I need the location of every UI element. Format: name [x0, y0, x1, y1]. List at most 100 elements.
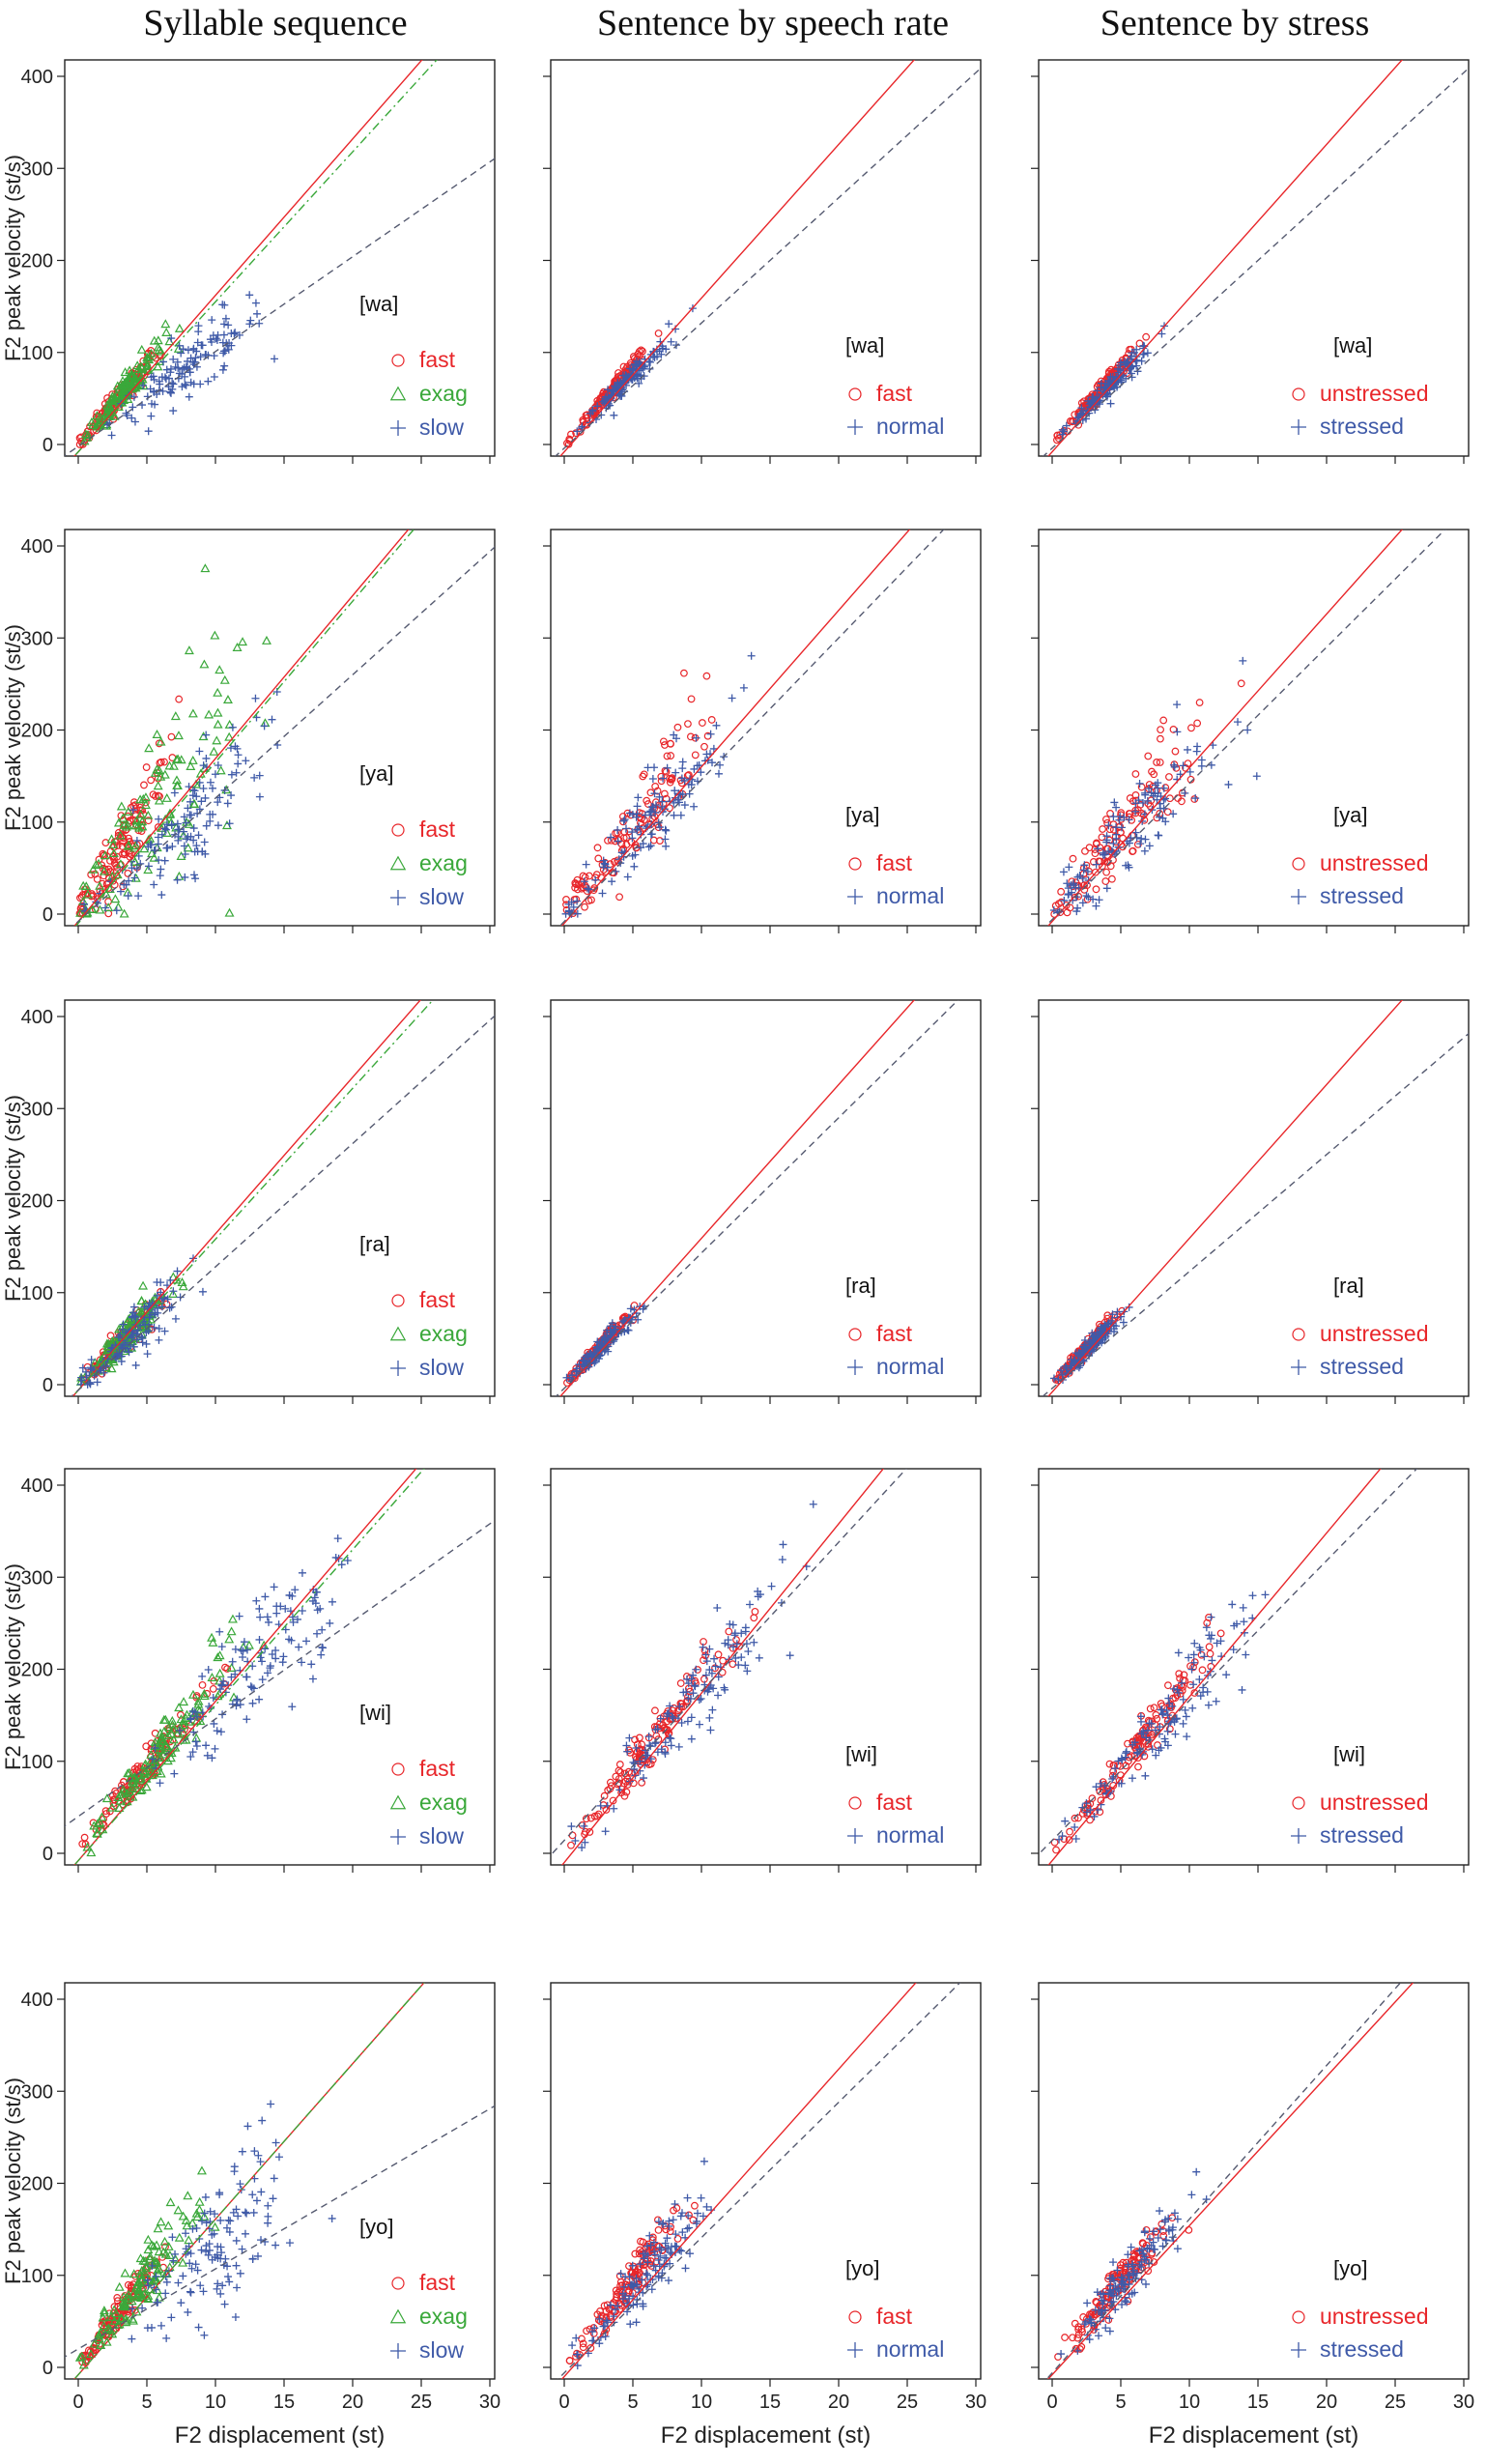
point-slow — [288, 1703, 297, 1711]
point-slow — [192, 1742, 201, 1751]
point-normal — [582, 860, 590, 869]
point-stressed — [1137, 834, 1146, 843]
point-slow — [248, 1699, 257, 1707]
point-slow — [186, 2249, 195, 2258]
point-normal — [633, 810, 642, 818]
point-exag — [150, 2258, 160, 2268]
point-unstressed — [1074, 2325, 1083, 2334]
point-fast — [666, 778, 674, 787]
point-stressed — [1261, 1590, 1270, 1599]
point-stressed — [1103, 1320, 1112, 1329]
point-stressed — [1164, 1694, 1173, 1703]
point-exag — [106, 834, 117, 844]
point-slow — [255, 771, 264, 780]
point-slow — [252, 1596, 261, 1605]
point-slow — [195, 2234, 204, 2243]
point-exag — [81, 881, 92, 891]
point-fast — [660, 789, 669, 798]
point-stressed — [1173, 701, 1182, 709]
fit-lines — [65, 60, 495, 456]
point-slow — [155, 1335, 163, 1344]
legend-marker-fast — [391, 354, 405, 367]
point-normal — [786, 1651, 794, 1660]
point-slow — [198, 1287, 207, 1296]
point-stressed — [1163, 1727, 1172, 1735]
point-normal — [662, 826, 671, 835]
point-slow — [193, 2266, 202, 2275]
point-fast — [579, 415, 587, 424]
point-slow — [313, 1629, 322, 1638]
point-normal — [708, 759, 717, 767]
y-axis-label: F2 peak velocity (st/s) — [1, 2077, 25, 2284]
point-normal — [701, 1671, 710, 1679]
point-unstressed — [1164, 1681, 1172, 1690]
point-normal — [705, 1713, 714, 1722]
point-exag — [99, 2306, 109, 2315]
point-normal — [630, 862, 639, 871]
point-exag — [107, 391, 118, 401]
point-stressed — [1145, 842, 1154, 850]
syllable-label: [ya] — [359, 761, 393, 786]
point-stressed — [1131, 828, 1140, 837]
point-unstressed — [1136, 800, 1145, 809]
point-slow — [169, 2256, 178, 2265]
point-stressed — [1077, 404, 1086, 413]
point-normal — [672, 2242, 680, 2250]
point-stressed — [1120, 813, 1129, 821]
point-slow — [285, 1590, 294, 1599]
point-exag — [120, 2268, 130, 2278]
point-normal — [616, 391, 625, 400]
point-slow — [200, 2209, 209, 2218]
point-stressed — [1097, 379, 1105, 387]
point-slow — [194, 328, 203, 336]
syllable-label: [yo] — [359, 2215, 393, 2239]
point-normal — [726, 1619, 734, 1628]
point-fast — [651, 1706, 659, 1715]
point-slow — [173, 1267, 182, 1275]
point-normal — [620, 816, 629, 824]
point-slow — [253, 2251, 262, 2260]
point-exag — [187, 1689, 198, 1699]
point-fast — [106, 1332, 115, 1340]
point-fast — [614, 1780, 622, 1789]
point-exag — [129, 1771, 140, 1781]
point-stressed — [1197, 761, 1206, 770]
point-normal — [689, 1689, 698, 1698]
point-fast — [698, 719, 706, 727]
fit-line-normal — [558, 530, 945, 926]
point-normal — [693, 761, 701, 770]
point-exag — [174, 871, 185, 880]
point-normal — [650, 2248, 659, 2256]
point-slow — [186, 1714, 195, 1723]
point-stressed — [1170, 2209, 1179, 2218]
fit-line-stressed — [1044, 530, 1446, 926]
point-unstressed — [1053, 436, 1061, 444]
point-normal — [707, 1669, 716, 1677]
point-normal — [667, 1734, 675, 1743]
point-normal — [677, 2247, 686, 2255]
point-slow — [119, 1320, 128, 1329]
legend-label-fast: fast — [419, 347, 456, 372]
point-stressed — [1156, 2225, 1164, 2234]
point-stressed — [1128, 2289, 1136, 2298]
point-exag — [210, 2221, 220, 2231]
point-normal — [645, 364, 654, 373]
point-slow — [156, 1779, 164, 1788]
point-slow — [227, 791, 236, 800]
point-exag — [213, 687, 223, 697]
point-normal — [699, 2212, 707, 2220]
point-normal — [744, 1647, 753, 1656]
point-fast — [613, 2293, 621, 2302]
point-normal — [628, 2261, 637, 2270]
point-slow — [230, 2163, 239, 2171]
legend-marker-exag — [389, 1794, 407, 1810]
x-tick-label: 25 — [1385, 2392, 1406, 2413]
point-slow — [281, 1625, 290, 1634]
legend-label-stressed: stressed — [1320, 1354, 1404, 1379]
point-normal — [641, 811, 649, 819]
point-slow — [257, 2188, 266, 2196]
point-slow — [128, 2335, 136, 2343]
point-exag — [179, 1697, 189, 1706]
fit-line-fast — [559, 60, 916, 456]
point-slow — [173, 358, 182, 366]
